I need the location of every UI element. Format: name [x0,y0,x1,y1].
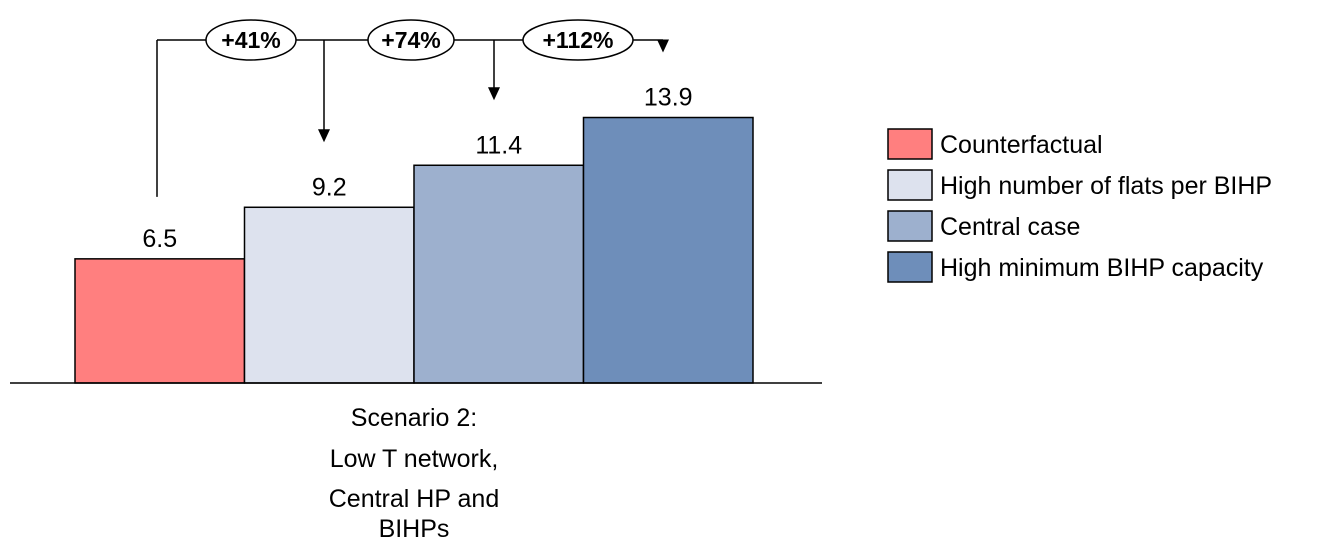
category-label-line: Scenario 2: [351,404,477,432]
change-badge [522,19,634,61]
arrow-head [318,129,330,143]
arrow-head [488,87,500,101]
arrow-head [657,39,669,53]
legend: Counterfactual High number of flats per B… [887,128,1272,283]
bar-value-label: 11.4 [475,131,522,159]
legend-label: High number of flats per BIHP [940,172,1272,200]
category-label: Scenario 2: Low T network, Central HP an… [329,404,499,543]
bar-value-label: 6.5 [142,225,177,253]
category-label-line: BIHPs [379,515,450,543]
change-badge [367,19,455,61]
bar [74,258,246,384]
legend-swatch [887,169,933,201]
category-label-line: Central HP and [329,485,499,513]
legend-label: Counterfactual [940,131,1103,159]
bar-value-label: 13.9 [644,84,693,112]
legend-swatch [887,251,933,283]
bar-value-label: 9.2 [312,173,347,201]
change-label: +112% [543,27,614,53]
change-label: +41% [221,27,280,53]
bars-group: 6.5 9.2 11.4 13.9 [74,84,754,384]
bar [243,206,415,384]
legend-swatch [887,210,933,242]
legend-label: Central case [940,213,1080,241]
bar [582,116,754,384]
change-connectors: +41% +74% +112% [156,19,669,197]
change-label: +74% [381,27,440,53]
change-badge [205,19,297,61]
bar [413,164,585,384]
category-label-line: Low T network, [330,445,499,473]
legend-swatch [887,128,933,160]
legend-label: High minimum BIHP capacity [940,254,1264,282]
